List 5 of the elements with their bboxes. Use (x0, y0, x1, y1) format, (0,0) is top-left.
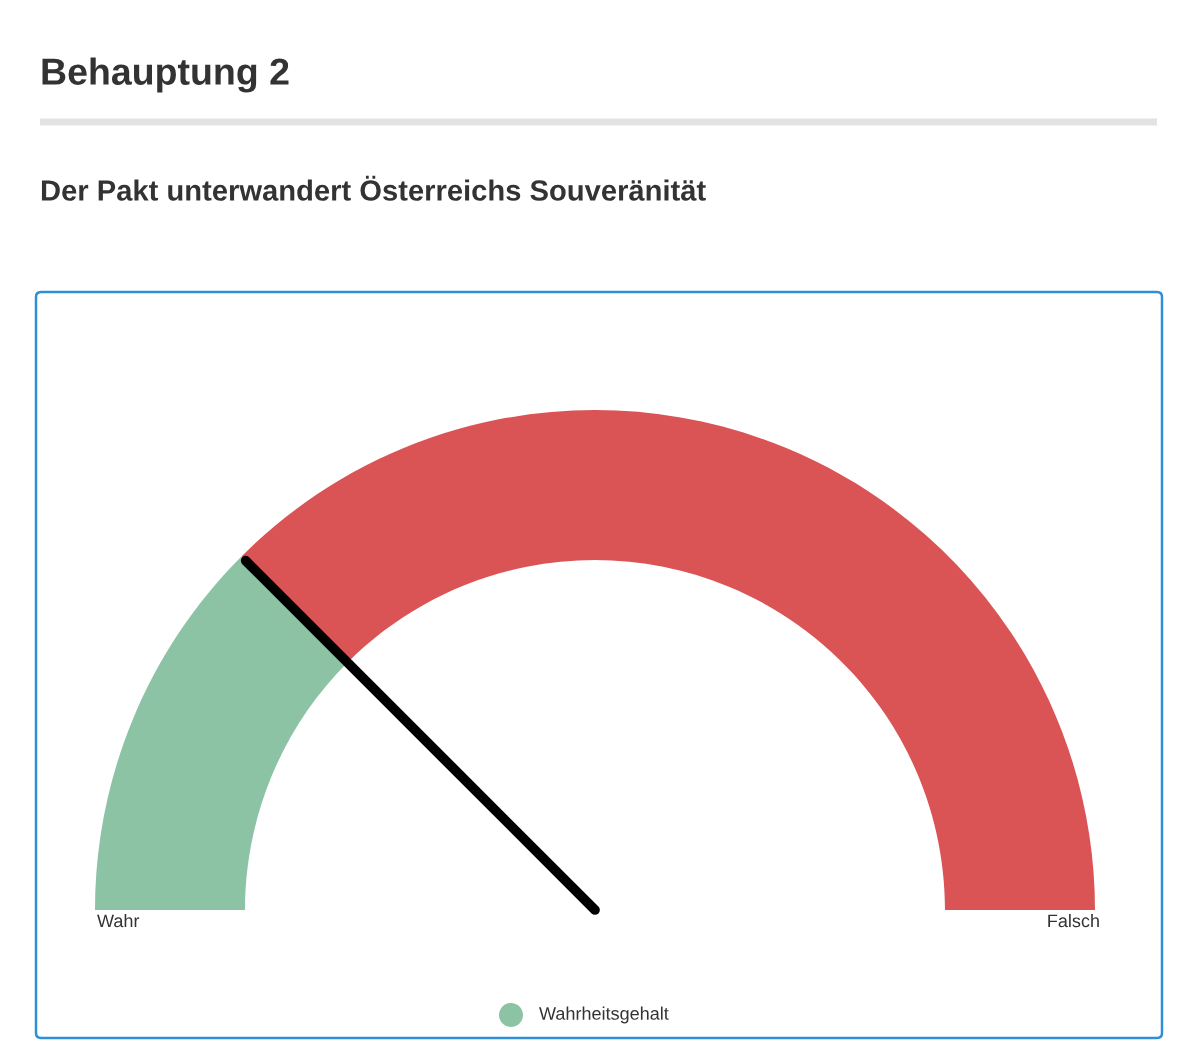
slice-label: Falsch (1048, 914, 1099, 928)
slice-label: Wahr (97, 914, 140, 928)
chart-title: Behauptung 2 (42, 57, 289, 93)
legend-label: Wahrheitsgehalt (539, 1006, 669, 1024)
chart-subtitle: Der Pakt unterwandert Österreichs Souveränität (41, 175, 706, 201)
